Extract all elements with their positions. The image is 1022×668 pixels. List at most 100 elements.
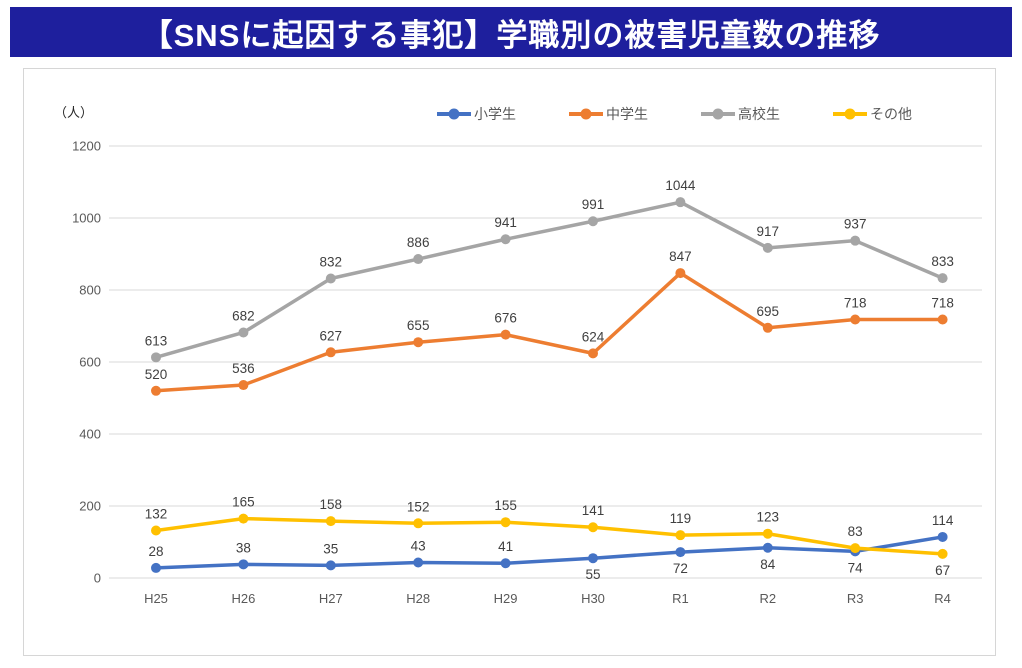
data-label: 847 — [669, 249, 692, 264]
data-label: 43 — [411, 539, 426, 554]
data-label: 28 — [148, 544, 163, 559]
y-tick-label: 400 — [79, 427, 101, 442]
data-point — [675, 530, 686, 541]
data-label: 937 — [844, 217, 867, 232]
data-point — [151, 525, 161, 536]
data-point — [151, 385, 161, 396]
x-tick-label: H26 — [231, 591, 255, 606]
data-label: 114 — [932, 513, 954, 528]
data-label: 41 — [498, 539, 513, 554]
data-label: 158 — [320, 497, 343, 512]
data-label: 991 — [582, 197, 605, 212]
legend-marker-icon — [833, 108, 867, 120]
data-label: 38 — [236, 540, 251, 555]
legend-item-その他: その他 — [832, 104, 912, 124]
y-tick-label: 200 — [79, 499, 101, 514]
data-label: 624 — [582, 329, 605, 344]
data-point — [762, 242, 773, 253]
data-label: 917 — [757, 224, 780, 239]
data-point — [850, 543, 861, 554]
data-point — [937, 273, 948, 284]
legend-label: 中学生 — [606, 106, 648, 122]
data-point — [588, 216, 598, 227]
data-label: 655 — [407, 318, 430, 333]
data-point — [238, 513, 249, 524]
x-tick-label: R3 — [847, 591, 864, 606]
x-tick-label: R1 — [672, 591, 689, 606]
data-point — [500, 517, 511, 528]
data-point — [413, 337, 424, 348]
legend-label: その他 — [870, 106, 912, 122]
legend-item-中学生: 中学生 — [568, 104, 648, 124]
data-point — [325, 273, 336, 284]
chart-legend: 小学生 中学生 高校生 その他 — [436, 104, 912, 124]
x-tick-label: R4 — [934, 591, 951, 606]
data-label: 941 — [494, 215, 517, 230]
legend-marker-icon — [701, 108, 735, 120]
data-label: 72 — [673, 561, 688, 576]
series-line-高校生 — [154, 200, 945, 360]
y-tick-label: 800 — [79, 283, 101, 298]
legend-marker-icon — [569, 108, 603, 120]
data-point — [850, 235, 861, 246]
data-point — [588, 348, 598, 359]
data-point — [588, 522, 598, 533]
y-tick-label: 1000 — [72, 211, 101, 226]
data-label: 520 — [145, 367, 168, 382]
data-label: 1044 — [665, 178, 696, 193]
data-label: 141 — [582, 503, 605, 518]
data-label: 718 — [931, 296, 954, 311]
x-tick-label: H29 — [494, 591, 518, 606]
data-point — [762, 322, 773, 333]
data-point — [675, 268, 686, 279]
data-point — [238, 327, 249, 338]
data-point — [937, 314, 948, 325]
y-tick-label: 1200 — [72, 139, 101, 154]
data-point — [500, 234, 511, 245]
data-label: 83 — [848, 524, 863, 539]
legend-label: 小学生 — [474, 106, 516, 122]
data-point — [325, 516, 336, 527]
series-line-中学生 — [154, 271, 945, 393]
series-line-小学生 — [154, 535, 945, 570]
data-point — [937, 548, 948, 559]
data-label: 123 — [757, 510, 780, 525]
chart-container: （人） 小学生 中学生 高校生 その他 0 200 400 600 800 1000 1200 H2… — [23, 68, 996, 656]
data-label: 67 — [935, 563, 950, 578]
data-point — [588, 553, 598, 564]
data-label: 627 — [320, 328, 343, 343]
data-point — [238, 559, 249, 570]
data-label: 833 — [931, 254, 954, 269]
y-axis-unit-label: （人） — [54, 105, 94, 120]
line-chart: 0 200 400 600 800 1000 1200 H25 H26 H27 H28 H29 H30 R… — [72, 139, 982, 606]
x-tick-label: H27 — [319, 591, 343, 606]
data-label: 35 — [323, 541, 338, 556]
data-label: 718 — [844, 296, 867, 311]
data-point — [500, 558, 511, 569]
x-tick-label: R2 — [759, 591, 776, 606]
data-point — [762, 528, 773, 539]
data-point — [675, 547, 686, 558]
data-point — [325, 560, 336, 571]
data-label: 152 — [407, 499, 430, 514]
y-tick-label: 600 — [79, 355, 101, 370]
data-label: 165 — [232, 495, 255, 510]
data-label: 84 — [760, 557, 776, 572]
x-tick-label: H30 — [581, 591, 605, 606]
data-label: 682 — [232, 308, 255, 323]
x-tick-label: H28 — [406, 591, 430, 606]
data-point — [151, 562, 161, 573]
data-label: 695 — [757, 304, 780, 319]
data-label: 55 — [585, 567, 600, 582]
data-label: 74 — [848, 560, 864, 575]
data-label: 155 — [494, 498, 517, 513]
data-point — [413, 254, 424, 265]
legend-label: 高校生 — [738, 106, 780, 122]
series-line-その他 — [154, 516, 945, 556]
data-point — [413, 518, 424, 529]
legend-item-高校生: 高校生 — [700, 104, 780, 124]
data-label: 119 — [670, 511, 692, 526]
data-label: 832 — [320, 254, 343, 269]
legend-marker-icon — [437, 108, 471, 120]
data-label: 613 — [145, 333, 168, 348]
